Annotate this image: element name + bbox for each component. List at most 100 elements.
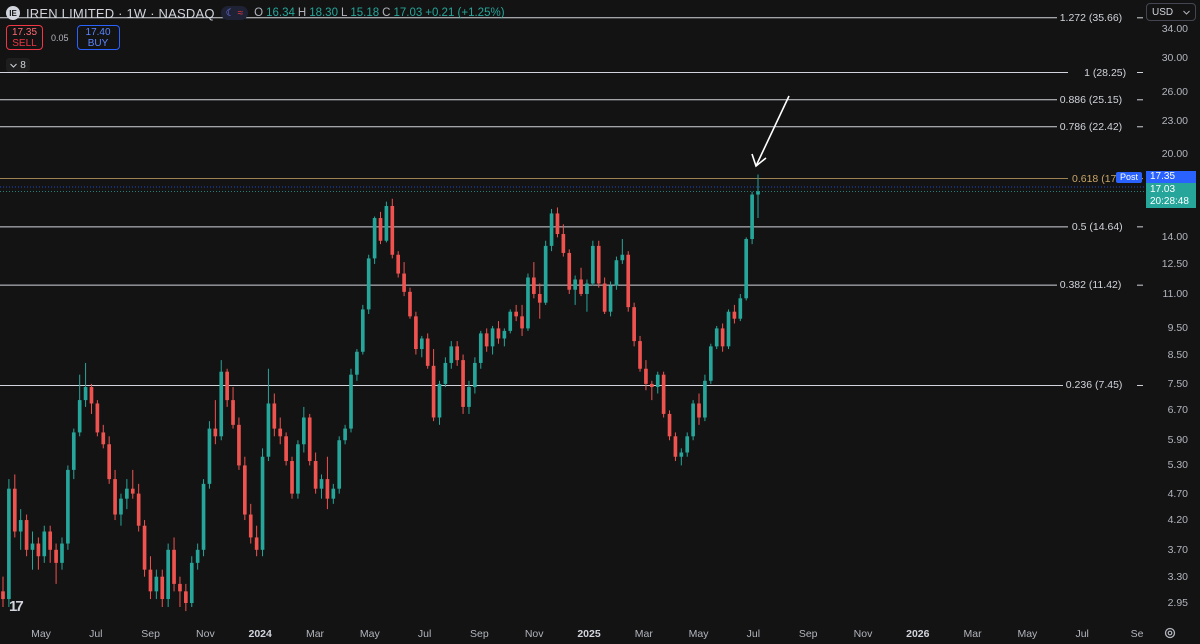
candle-body [125, 488, 129, 499]
candle [520, 304, 524, 336]
candle [473, 357, 477, 394]
price-tick-label: 14.00 [1161, 231, 1188, 244]
candle [148, 556, 153, 600]
chevron-down-icon [1183, 10, 1190, 15]
close-label: C [382, 7, 391, 19]
candle [561, 224, 566, 257]
candle-body [425, 338, 430, 366]
candle [537, 283, 542, 319]
candle [184, 583, 188, 612]
candle-body [573, 279, 577, 290]
candle-body [614, 260, 619, 286]
buy-label: BUY [87, 37, 109, 49]
indicators-count: 8 [20, 59, 26, 71]
candle [679, 448, 684, 466]
fib-level-label: 0.618 (17. [1069, 172, 1123, 185]
fib-level-label: 0.786 (22.42) [1056, 120, 1126, 133]
candle [478, 330, 483, 369]
candle [189, 556, 194, 608]
time-tick-label: May [688, 628, 709, 640]
time-tick-label: Nov [853, 628, 873, 640]
candle-body [254, 537, 259, 550]
candle [455, 341, 460, 366]
candle [243, 456, 247, 521]
candle-body [66, 469, 70, 544]
indicators-toggle[interactable]: 8 [6, 58, 30, 72]
symbol-title[interactable]: IREN LIMITED · 1W · NASDAQ [26, 5, 215, 21]
candle [532, 262, 536, 299]
candle-body [732, 311, 737, 319]
session-pill[interactable]: ☾ ≈ [220, 6, 249, 20]
candle [366, 254, 371, 315]
time-tick-label: Jul [89, 628, 103, 640]
ohlc-values: O 16.34 H 18.30 L 15.18 C 17.03 +0.21 (+1.25… [254, 7, 504, 19]
time-tick-label: 2024 [248, 628, 272, 640]
candle-body [225, 371, 229, 401]
candle-body [24, 520, 29, 550]
candle-body [490, 328, 495, 347]
sell-button[interactable]: 17.35 SELL [6, 25, 43, 50]
candle-body [284, 436, 288, 462]
candle [443, 357, 448, 388]
time-tick-label: Sep [798, 628, 818, 640]
candle-body [384, 205, 389, 241]
candle [278, 417, 283, 445]
open-label: O [254, 7, 264, 19]
candle [714, 325, 719, 350]
price-tick-label: 5.30 [1167, 459, 1188, 472]
candle [449, 341, 454, 369]
candle-body [649, 383, 654, 388]
fib-retracement-lines[interactable] [0, 17, 1143, 386]
candle-body [596, 245, 601, 284]
candle [419, 335, 424, 358]
candle-body [561, 234, 566, 253]
candle [113, 469, 117, 521]
candle-body [661, 374, 666, 414]
candle-body [419, 338, 424, 350]
candle-body [278, 428, 283, 437]
time-tick-label: Nov [196, 628, 215, 640]
candle-body [443, 362, 448, 384]
annotation-arrow[interactable] [751, 95, 790, 168]
candle-body [343, 428, 347, 441]
candle [343, 424, 347, 445]
post-market-price: 17.35 [1146, 171, 1196, 183]
tradingview-logo[interactable]: 17 [9, 598, 24, 615]
candle [313, 452, 318, 494]
candle-body [201, 483, 206, 550]
candle-body [1, 591, 5, 600]
candle [378, 211, 383, 245]
candle-body [36, 543, 41, 557]
gear-icon[interactable] [1163, 626, 1177, 640]
candle-body [703, 380, 707, 418]
fib-level-label: 0.5 (14.64) [1068, 220, 1126, 233]
candle-body [714, 328, 719, 347]
candle-body [301, 417, 306, 445]
time-tick-label: Mar [305, 628, 325, 640]
candle [219, 360, 224, 441]
candle [260, 448, 265, 557]
candle [136, 483, 141, 532]
candle-body [591, 245, 595, 284]
buy-button[interactable]: 17.40 BUY [76, 25, 120, 50]
time-tick-label: May [1017, 628, 1038, 640]
candle [307, 413, 312, 466]
candle [248, 503, 253, 544]
candle [360, 304, 365, 355]
candle [355, 349, 359, 381]
price-tick-label: 6.70 [1167, 404, 1188, 417]
price-tick-label: 34.00 [1161, 23, 1188, 35]
candle [172, 537, 176, 592]
currency-select[interactable]: USD [1146, 3, 1196, 21]
candle-body [266, 403, 271, 457]
price-tick-label: 11.00 [1162, 287, 1189, 300]
candle [7, 479, 11, 608]
candle [89, 383, 94, 414]
price-tick-label: 12.50 [1161, 257, 1188, 270]
time-tick-label: 2026 [906, 628, 930, 640]
candles [1, 174, 760, 612]
candle [608, 281, 613, 317]
candle-body [644, 368, 648, 384]
price-tick-label: 3.70 [1167, 543, 1188, 556]
